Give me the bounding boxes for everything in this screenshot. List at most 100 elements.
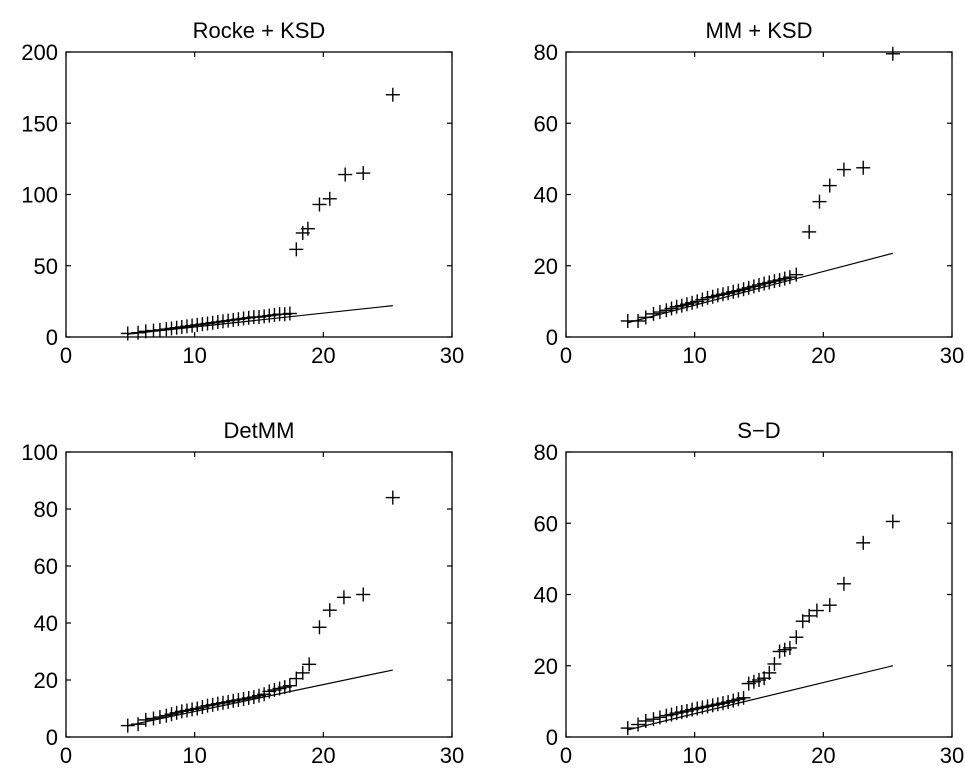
axes-frame [565, 451, 953, 738]
y-tick-label: 200 [21, 40, 58, 65]
axes-frame [565, 51, 953, 338]
x-tick-label: 0 [60, 343, 72, 368]
data-point [385, 490, 400, 505]
subplot-title: DetMM [224, 418, 295, 443]
data-point [312, 197, 327, 212]
data-point [638, 713, 653, 728]
y-tick-label: 0 [46, 725, 58, 750]
subplot-3: DetMM 0 10 20 30 0 20 40 60 80 100 [21, 418, 464, 768]
data-point [631, 313, 646, 328]
data-point [885, 514, 900, 529]
y-tick-label: 0 [546, 325, 558, 350]
y-tick-label: 60 [34, 554, 58, 579]
reference-line [627, 665, 893, 731]
y-tick-label: 150 [21, 111, 58, 136]
y-tick-label: 20 [534, 654, 558, 679]
x-tick-label: 0 [560, 743, 572, 768]
data-point [736, 690, 751, 705]
x-tick-label: 20 [811, 343, 835, 368]
data-point [836, 576, 851, 591]
x-tick-label: 20 [811, 743, 835, 768]
data-point [300, 221, 315, 236]
data-point [289, 671, 304, 686]
reference-line [127, 669, 393, 727]
data-point [152, 322, 167, 337]
data-point [289, 242, 304, 257]
y-tick-label: 50 [34, 254, 58, 279]
data-point [312, 620, 327, 635]
data-point [802, 224, 817, 239]
reference-line [627, 252, 893, 324]
data-point [646, 306, 661, 321]
subplot-title: S−D [737, 418, 780, 443]
x-tick-label: 10 [182, 343, 206, 368]
x-tick-label: 30 [440, 343, 464, 368]
x-tick-label: 0 [560, 343, 572, 368]
data-point [131, 325, 146, 340]
data-point [152, 710, 167, 725]
x-tick-label: 20 [311, 743, 335, 768]
data-point [885, 46, 900, 61]
data-point [631, 717, 646, 732]
x-tick-label: 10 [182, 743, 206, 768]
data-point [302, 657, 317, 672]
data-point [652, 710, 667, 725]
subplot-title: MM + KSD [706, 18, 813, 43]
y-tick-label: 60 [534, 111, 558, 136]
data-point [120, 718, 135, 733]
y-tick-label: 100 [21, 440, 58, 465]
data-point [789, 630, 804, 645]
data-point [822, 178, 837, 193]
y-tick-label: 40 [534, 583, 558, 608]
x-tick-label: 30 [940, 743, 964, 768]
subplot-1: Rocke + KSD 0 10 20 30 0 50 100 150 200 [21, 18, 464, 368]
data-point [856, 160, 871, 175]
y-tick-label: 0 [46, 325, 58, 350]
data-point [338, 167, 353, 182]
y-tick-label: 0 [546, 725, 558, 750]
data-point [322, 191, 337, 206]
data-point [789, 267, 804, 282]
x-tick-label: 10 [682, 343, 706, 368]
data-point [767, 656, 782, 671]
y-tick-label: 100 [21, 183, 58, 208]
data-point [762, 665, 777, 680]
data-point [809, 603, 824, 618]
axes-frame [65, 451, 453, 738]
data-point [282, 678, 297, 693]
data-point [638, 310, 653, 325]
data-point [385, 87, 400, 102]
y-tick-label: 20 [534, 254, 558, 279]
y-tick-label: 40 [534, 183, 558, 208]
data-point [146, 323, 161, 338]
data-point [356, 587, 371, 602]
y-tick-label: 40 [34, 611, 58, 636]
y-tick-label: 20 [34, 668, 58, 693]
data-point [295, 665, 310, 680]
data-point [782, 640, 797, 655]
data-point [336, 590, 351, 605]
x-tick-label: 10 [682, 743, 706, 768]
y-tick-label: 80 [534, 40, 558, 65]
x-tick-label: 30 [440, 743, 464, 768]
data-point [356, 166, 371, 181]
y-tick-label: 60 [534, 511, 558, 536]
y-tick-label: 80 [534, 440, 558, 465]
data-point [782, 270, 797, 285]
subplot-title: Rocke + KSD [193, 18, 326, 43]
data-point [822, 598, 837, 613]
data-point [620, 721, 635, 736]
data-point [138, 712, 153, 727]
subplot-4: S−D 0 10 20 30 0 20 40 60 80 [534, 418, 965, 768]
data-point [856, 535, 871, 550]
data-point [836, 162, 851, 177]
subplot-2: MM + KSD 0 10 20 30 0 20 40 60 80 [534, 18, 965, 368]
data-point [282, 306, 297, 321]
data-point [646, 712, 661, 727]
reference-line [127, 305, 393, 335]
x-tick-label: 20 [311, 343, 335, 368]
x-tick-label: 0 [60, 743, 72, 768]
data-point [322, 603, 337, 618]
data-point [131, 717, 146, 732]
